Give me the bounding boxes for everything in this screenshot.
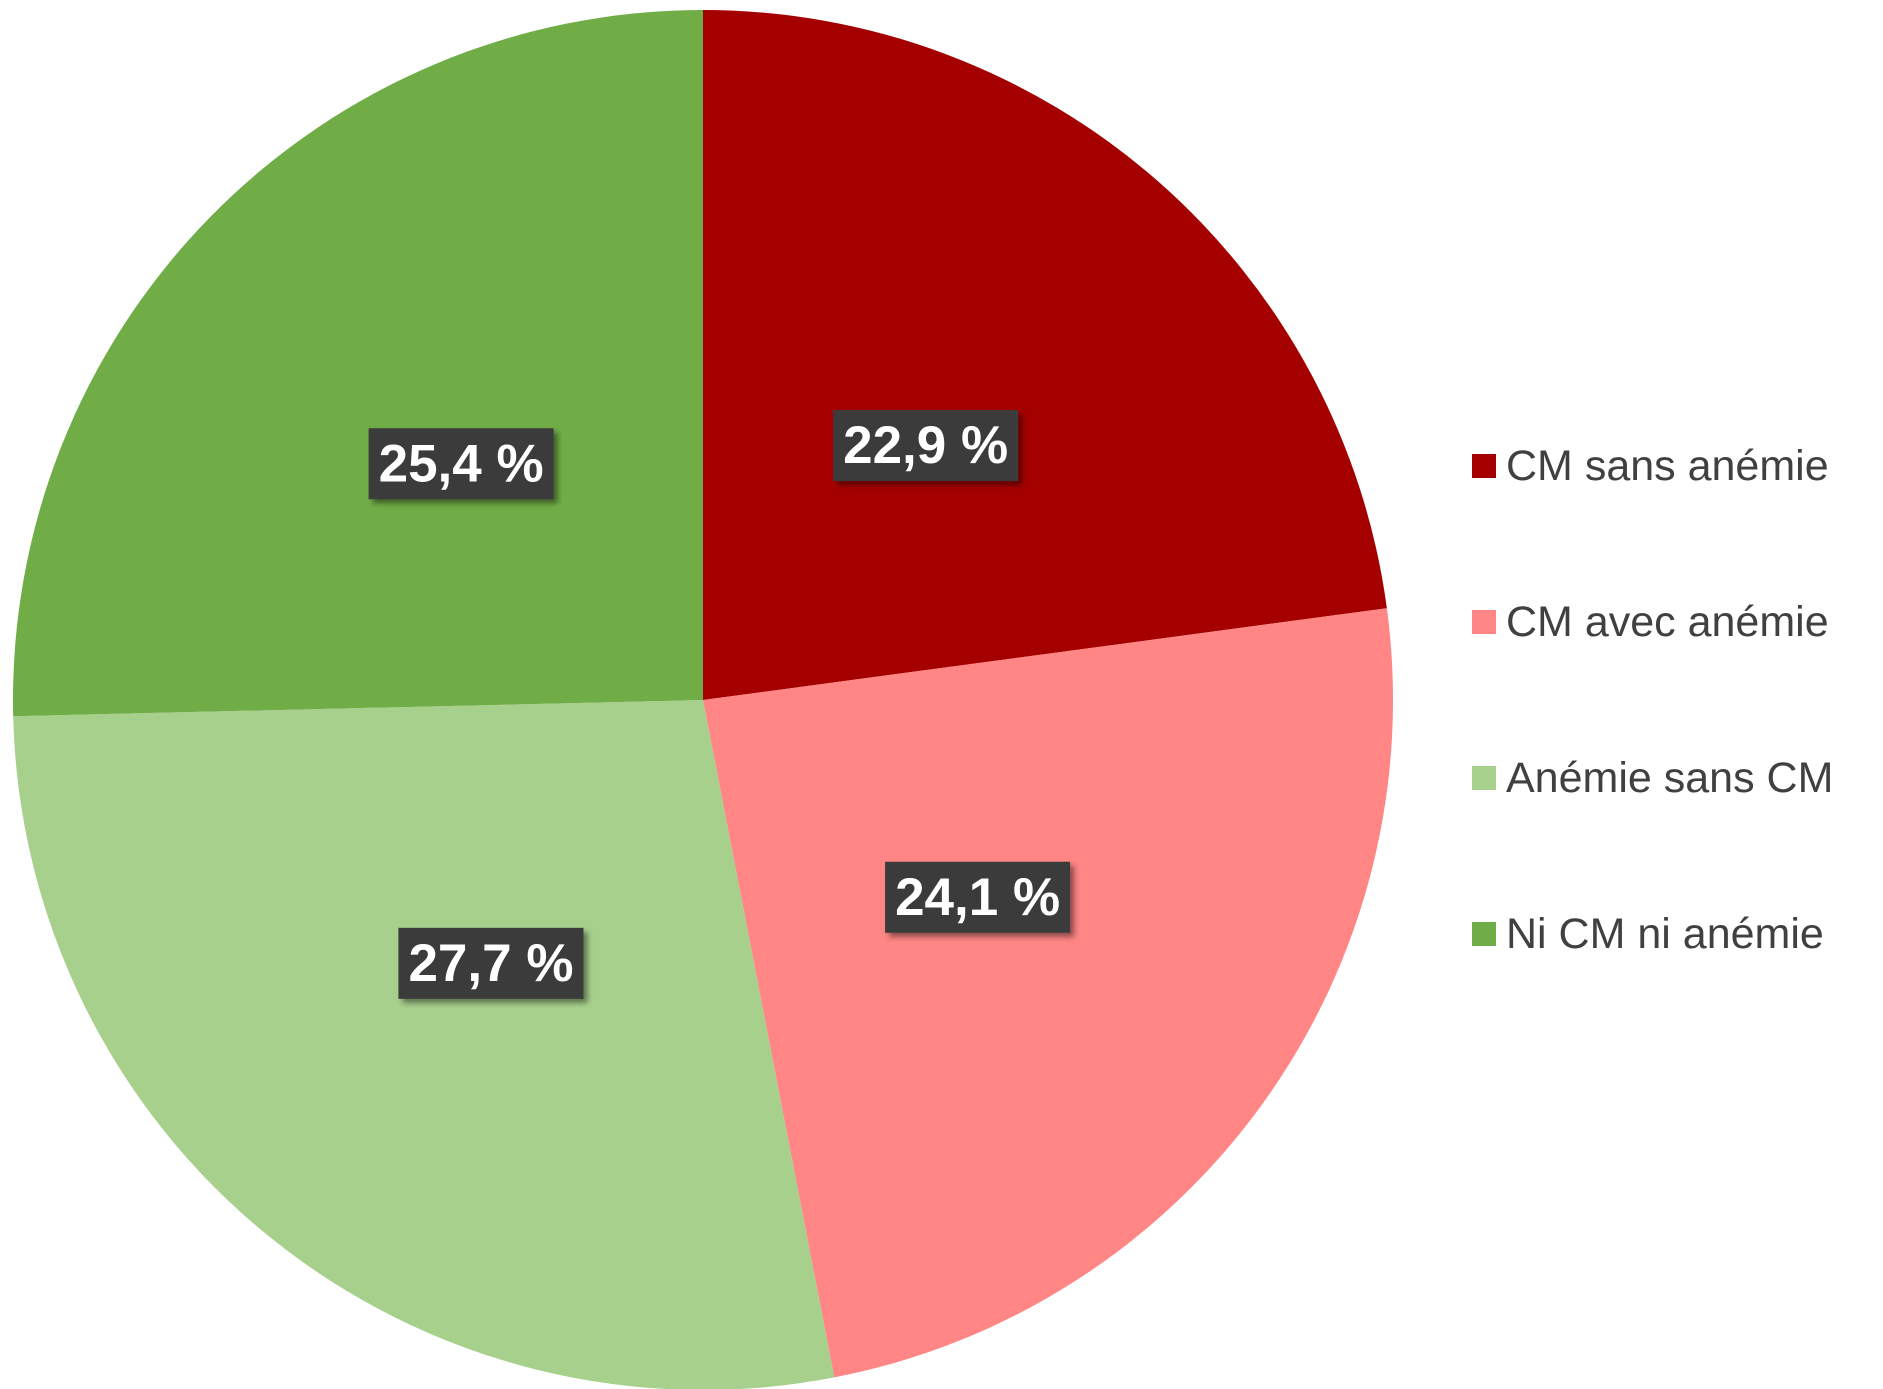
legend-swatch bbox=[1472, 454, 1496, 478]
data-label-text: 24,1 % bbox=[895, 868, 1060, 927]
data-label-box bbox=[833, 410, 1019, 482]
data-label: 24,1 % bbox=[885, 861, 1071, 933]
legend-label: Ni CM ni anémie bbox=[1506, 910, 1824, 958]
legend-swatch bbox=[1472, 610, 1496, 634]
pie-slice bbox=[703, 10, 1387, 700]
legend-label: CM sans anémie bbox=[1506, 442, 1829, 490]
data-label-box bbox=[398, 927, 584, 999]
data-label-text: 27,7 % bbox=[408, 934, 573, 993]
data-label: 25,4 % bbox=[368, 428, 554, 500]
data-label-box bbox=[368, 428, 554, 500]
data-label-text: 25,4 % bbox=[379, 434, 544, 493]
legend-swatch bbox=[1472, 766, 1496, 790]
pie-slice bbox=[703, 608, 1393, 1378]
pie-slice bbox=[13, 700, 835, 1389]
legend-label: CM avec anémie bbox=[1506, 598, 1829, 646]
pie-slice bbox=[12, 10, 703, 717]
legend-swatch bbox=[1472, 922, 1496, 946]
data-label: 27,7 % bbox=[398, 927, 584, 999]
legend-label: Anémie sans CM bbox=[1506, 754, 1833, 802]
data-label-box bbox=[885, 861, 1071, 933]
data-label-text: 22,9 % bbox=[843, 416, 1008, 475]
data-label: 22,9 % bbox=[833, 410, 1019, 482]
